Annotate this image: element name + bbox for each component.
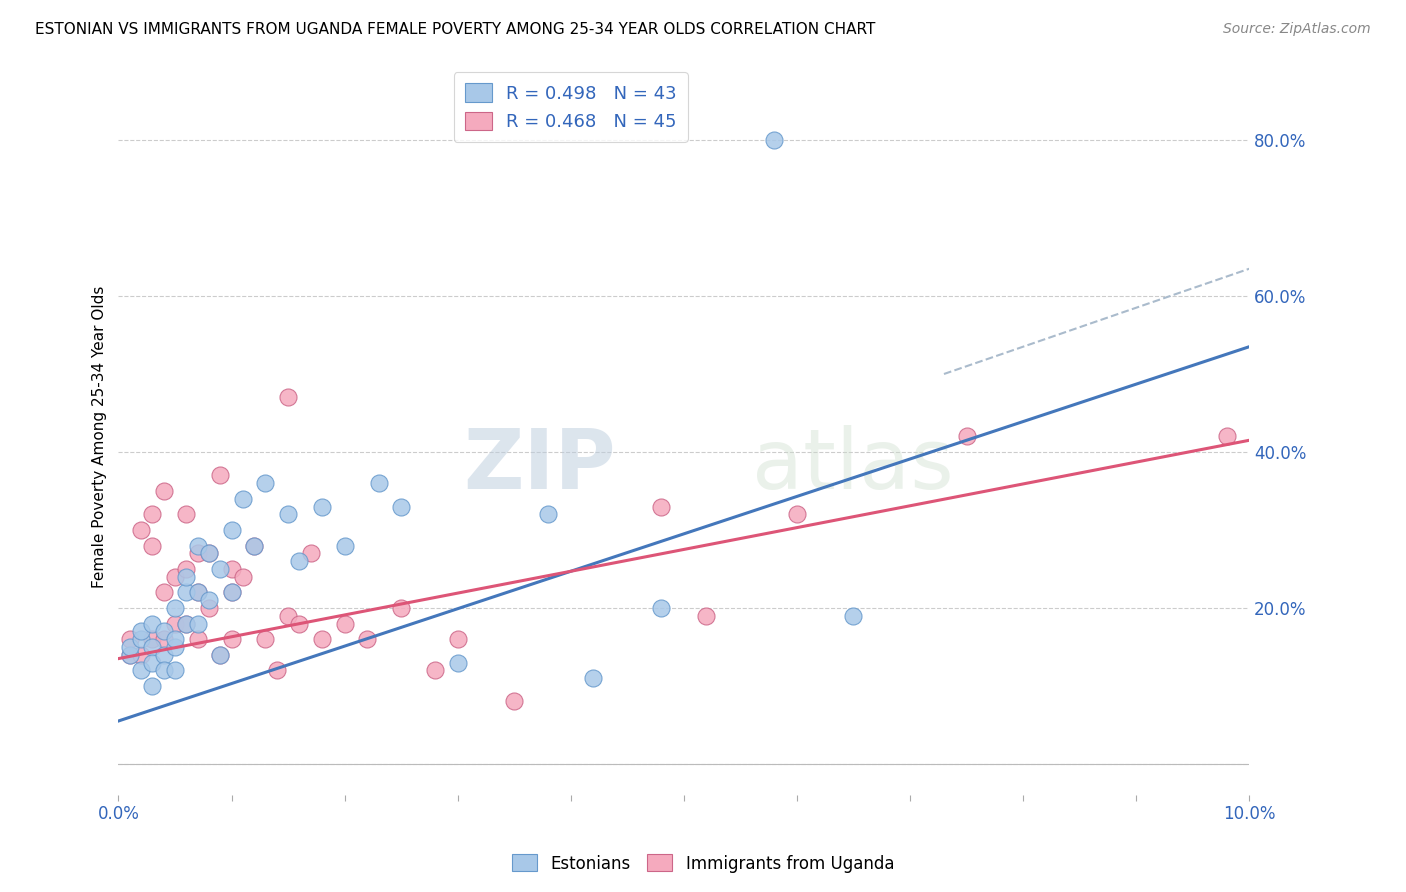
Point (311, 500, 333, 514)
Point (152, 632, 174, 646)
Text: Source: ZipAtlas.com: Source: ZipAtlas.com (1223, 22, 1371, 37)
Point (288, 554, 311, 568)
Point (537, 508, 560, 522)
Point (187, 539, 209, 553)
Point (187, 546, 209, 560)
Legend: Estonians, Immigrants from Uganda: Estonians, Immigrants from Uganda (505, 847, 901, 880)
Point (232, 491, 254, 506)
Point (198, 546, 221, 560)
Point (129, 624, 152, 639)
Point (786, 508, 808, 522)
Point (174, 616, 197, 631)
Point (423, 663, 446, 677)
Point (209, 468, 232, 483)
Point (118, 648, 141, 662)
Point (695, 608, 717, 623)
Point (187, 632, 209, 646)
Point (141, 632, 163, 646)
Point (152, 483, 174, 498)
Point (232, 570, 254, 584)
Text: ZIP: ZIP (464, 425, 616, 506)
Point (174, 570, 197, 584)
Point (129, 632, 152, 646)
Point (277, 391, 299, 405)
Point (129, 663, 152, 677)
Point (152, 663, 174, 677)
Point (141, 508, 163, 522)
Point (152, 648, 174, 662)
Point (198, 593, 221, 607)
Legend: R = 0.498   N = 43, R = 0.468   N = 45: R = 0.498 N = 43, R = 0.468 N = 45 (454, 72, 688, 142)
Point (650, 601, 672, 615)
Point (221, 523, 243, 537)
Point (1215, 429, 1237, 443)
Point (152, 624, 174, 639)
Point (152, 585, 174, 599)
Text: ESTONIAN VS IMMIGRANTS FROM UGANDA FEMALE POVERTY AMONG 25-34 YEAR OLDS CORRELAT: ESTONIAN VS IMMIGRANTS FROM UGANDA FEMAL… (35, 22, 876, 37)
Point (254, 476, 277, 491)
Point (763, 133, 786, 147)
Point (198, 601, 221, 615)
Point (118, 640, 141, 654)
Point (174, 508, 197, 522)
Point (447, 632, 470, 646)
Point (955, 429, 977, 443)
Point (163, 601, 186, 615)
Point (243, 539, 266, 553)
Point (582, 671, 605, 685)
Point (389, 601, 412, 615)
Point (174, 585, 197, 599)
Point (254, 632, 277, 646)
Point (288, 616, 311, 631)
Point (141, 679, 163, 693)
Point (174, 562, 197, 576)
Point (163, 663, 186, 677)
Point (209, 562, 232, 576)
Point (311, 632, 333, 646)
Point (163, 616, 186, 631)
Point (141, 539, 163, 553)
Point (277, 608, 299, 623)
Point (221, 632, 243, 646)
Point (187, 616, 209, 631)
Point (356, 632, 378, 646)
Point (277, 508, 299, 522)
Text: atlas: atlas (752, 425, 953, 506)
Point (118, 648, 141, 662)
Point (141, 656, 163, 670)
Point (209, 648, 232, 662)
Point (221, 585, 243, 599)
Point (129, 648, 152, 662)
Point (447, 656, 470, 670)
Y-axis label: Female Poverty Among 25-34 Year Olds: Female Poverty Among 25-34 Year Olds (93, 285, 107, 588)
Point (221, 585, 243, 599)
Point (187, 585, 209, 599)
Point (266, 663, 288, 677)
Point (221, 562, 243, 576)
Point (129, 523, 152, 537)
Point (118, 632, 141, 646)
Point (174, 616, 197, 631)
Point (141, 640, 163, 654)
Point (209, 648, 232, 662)
Point (163, 632, 186, 646)
Point (650, 500, 672, 514)
Point (141, 616, 163, 631)
Point (163, 570, 186, 584)
Point (163, 640, 186, 654)
Point (842, 608, 865, 623)
Point (243, 539, 266, 553)
Point (333, 616, 356, 631)
Point (299, 546, 322, 560)
Point (367, 476, 389, 491)
Point (333, 539, 356, 553)
Point (198, 546, 221, 560)
Point (503, 694, 526, 708)
Point (187, 585, 209, 599)
Point (389, 500, 412, 514)
